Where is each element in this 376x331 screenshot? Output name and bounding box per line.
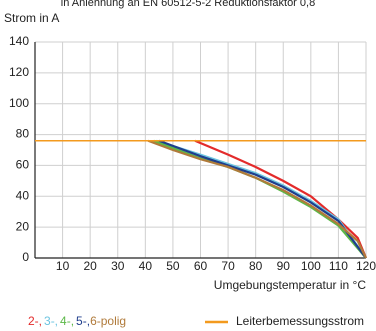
y-axis-label: Strom in A [4,11,59,25]
y-tick-label: 0 [22,250,29,264]
x-tick-label: 60 [194,259,208,273]
legend-entry: 6-polig [90,314,126,328]
x-axis-label: Umgebungstemperatur in °C [214,278,367,292]
legend-text: 2-, 3-, 4-, 5-,6-polig [28,314,126,328]
x-tick-label: 110 [329,259,348,273]
x-tick-label: 20 [83,259,97,273]
y-tick-label: 40 [16,188,30,202]
legend-entry: 3-, [44,314,58,328]
y-tick-label: 100 [9,96,29,110]
x-tick-label: 90 [277,259,291,273]
x-tick-label: 70 [221,259,235,273]
x-tick-label: 100 [301,259,321,273]
x-tick-label: 10 [56,259,70,273]
y-tick-label: 80 [16,127,30,141]
legend-entry: Leiterbemessungsstrom [236,314,364,328]
y-tick-label: 20 [16,219,30,233]
chart-subtitle: in Anlehnung an EN 60512-5-2 Reduktionsf… [61,0,315,9]
y-tick-label: 140 [9,34,29,48]
legend-entry: 4-, [60,314,74,328]
series-line [153,139,367,259]
series-line [156,139,367,259]
legend-entry: 5-, [76,314,90,328]
x-tick-label: 40 [139,259,153,273]
series-line [158,139,367,259]
x-tick-label: 30 [111,259,125,273]
series-line [194,139,368,259]
y-tick-label: 60 [16,158,30,172]
x-tick-label: 120 [356,259,376,273]
x-tick-label: 50 [166,259,180,273]
y-tick-label: 120 [9,65,29,79]
series-line [147,139,367,259]
legend-entry: 2-, [28,314,42,328]
x-tick-label: 80 [249,259,263,273]
